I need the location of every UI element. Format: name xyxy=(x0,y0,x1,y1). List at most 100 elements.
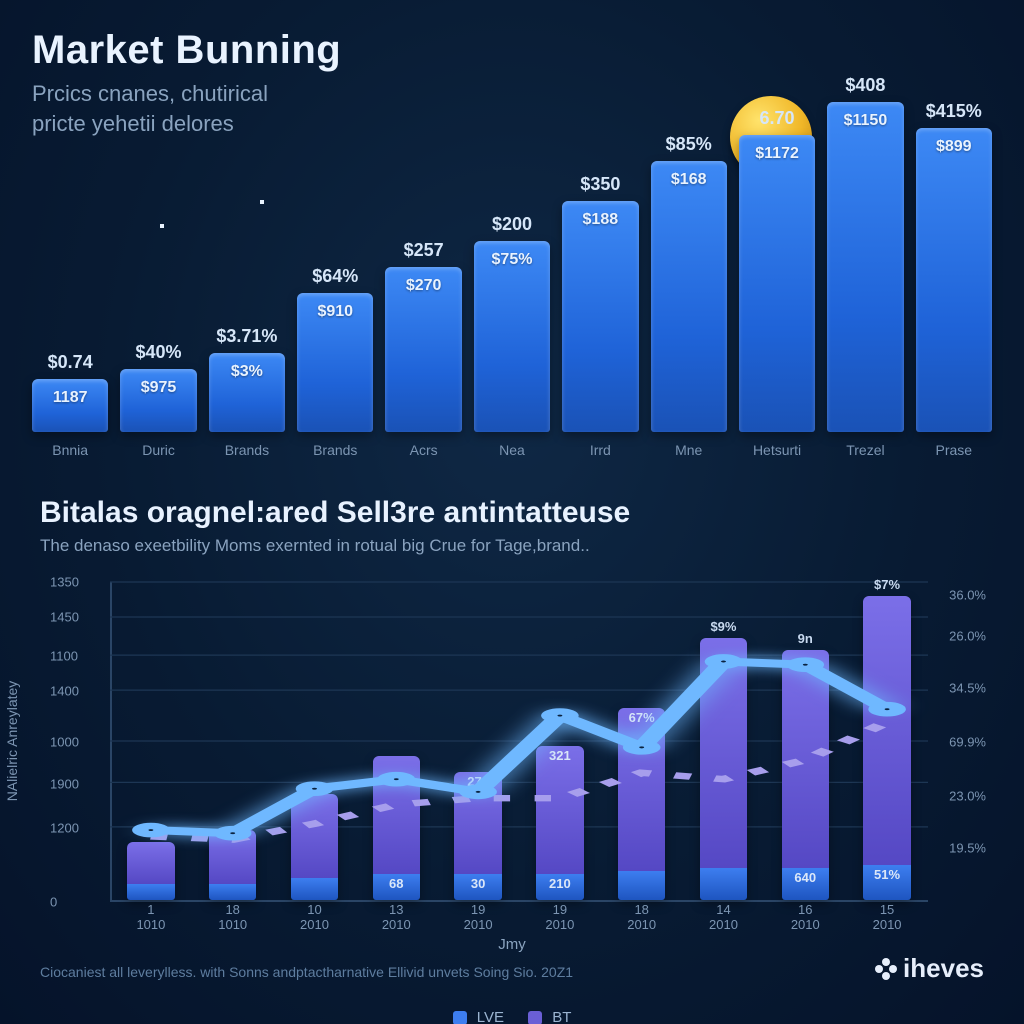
legend-label: LVE xyxy=(477,1009,504,1024)
bar-top-label: $85% xyxy=(666,134,712,155)
bar-inner-label: $975 xyxy=(141,379,177,397)
x-axis-row-1: 1181013191918141615 xyxy=(110,902,928,917)
x-axis-row-2: 1010101020102010201020102010201020102010 xyxy=(110,917,928,932)
line-marker xyxy=(304,785,325,793)
y-right-tick: 69.9% xyxy=(949,735,986,750)
y-left-tick: 0 xyxy=(50,895,57,910)
line-marker xyxy=(876,705,897,713)
bar-inner-label: $3% xyxy=(231,363,263,381)
x-tick-number: 1 xyxy=(110,902,192,917)
bar-x-label: Duric xyxy=(142,442,175,460)
line-marker xyxy=(631,743,652,751)
bar-column: $200$75%Nea xyxy=(474,214,550,460)
bar: $910 xyxy=(297,293,373,432)
bottom-chart-title: Bitalas oragnel:ared Sell3re antintatteu… xyxy=(40,496,984,530)
line-marker xyxy=(713,657,734,665)
bar-inner-label: $910 xyxy=(317,303,353,321)
x-tick-label: 1010 xyxy=(192,917,274,932)
bar-x-label: Mne xyxy=(675,442,702,460)
x-tick-number: 16 xyxy=(764,902,846,917)
bar-column: $415% $899 Prase xyxy=(916,101,992,460)
bar: $75% xyxy=(474,241,550,432)
bar-x-label: Prase xyxy=(935,442,972,460)
bar-inner-label: 1187 xyxy=(53,389,88,407)
x-tick-number: 13 xyxy=(355,902,437,917)
legend-item: LVE xyxy=(453,1009,504,1024)
x-tick-number: 14 xyxy=(683,902,765,917)
x-tick-number: 15 xyxy=(846,902,928,917)
bar-top-label: $64% xyxy=(312,266,358,287)
y-left-tick: 1200 xyxy=(50,821,79,836)
x-tick-label: 2010 xyxy=(601,917,683,932)
bar-x-label: Trezel xyxy=(846,442,884,460)
line-overlay xyxy=(110,582,928,900)
bar-top-label: $40% xyxy=(136,342,182,363)
bar-x-label: Bnnia xyxy=(52,442,88,460)
bar-column: 6.70 $1172 Hetsurti xyxy=(739,108,815,460)
footer-text: Ciocaniest all leverylless. with Sonns a… xyxy=(40,964,573,980)
bar: $168 xyxy=(651,161,727,432)
line-marker xyxy=(795,661,816,669)
x-tick-label: 2010 xyxy=(846,917,928,932)
bar-inner-label: $899 xyxy=(936,138,972,156)
bar-x-label: Irrd xyxy=(590,442,611,460)
line-marker xyxy=(222,829,243,837)
bar-column: $85% $168 Mne xyxy=(651,134,727,460)
line-marker xyxy=(140,826,161,834)
x-tick-number: 19 xyxy=(437,902,519,917)
y-left-tick: 1450 xyxy=(50,610,79,625)
y-right-tick: 26.0% xyxy=(949,629,986,644)
logo-mark-icon xyxy=(875,958,897,980)
bar-x-label: Brands xyxy=(313,442,357,460)
legend-swatch xyxy=(453,1011,467,1024)
x-axis-title: Jmy xyxy=(40,936,984,953)
x-tick-number: 18 xyxy=(192,902,274,917)
x-tick-number: 18 xyxy=(601,902,683,917)
bar-x-label: Nea xyxy=(499,442,525,460)
bar-column: $64% $910 Brands xyxy=(297,266,373,460)
line-marker xyxy=(549,711,570,719)
y-left-tick: 1900 xyxy=(50,776,79,791)
x-tick-label: 2010 xyxy=(274,917,356,932)
brand-logo: iheves xyxy=(875,953,984,984)
line-marker xyxy=(386,775,407,783)
y-left-tick: 1100 xyxy=(50,648,78,663)
top-chart-bars: $0.741187Bnnia$40%$975Duric$3.71%$3%Bran… xyxy=(32,40,992,460)
x-tick-label: 2010 xyxy=(355,917,437,932)
y-left-tick: 1400 xyxy=(50,683,79,698)
bottom-chart: Bitalas oragnel:ared Sell3re antintatteu… xyxy=(0,472,1024,994)
bar: $975 xyxy=(120,369,196,432)
y-right-tick: 23.0% xyxy=(949,789,986,804)
legend-item: BT xyxy=(528,1009,571,1024)
bar-inner-label: $168 xyxy=(671,171,707,189)
legend: LVE BT xyxy=(40,1009,984,1024)
bar-top-label: $408 xyxy=(845,75,885,96)
y-axis-left-title: NAlielric Anreylatey xyxy=(4,681,20,802)
y-right-tick: 19.5% xyxy=(949,840,986,855)
x-tick-label: 2010 xyxy=(683,917,765,932)
x-tick-number: 19 xyxy=(519,902,601,917)
bar-top-label: $415% xyxy=(926,101,982,122)
bar-column: $0.741187Bnnia xyxy=(32,352,108,460)
x-tick-label: 1010 xyxy=(110,917,192,932)
bar: $899 xyxy=(916,128,992,432)
logo-text: iheves xyxy=(903,953,984,984)
bar: $3% xyxy=(209,353,285,432)
bar-column: $408 $1150 Trezel xyxy=(827,75,903,460)
bar: $1172 xyxy=(739,135,815,432)
top-chart: Market Bunning Prcics cnanes, chutirical… xyxy=(0,0,1024,472)
bar-x-label: Acrs xyxy=(410,442,438,460)
bar-top-label: $257 xyxy=(404,240,444,261)
legend-label: BT xyxy=(552,1009,571,1024)
bar: $188 xyxy=(562,201,638,432)
bar-inner-label: $75% xyxy=(492,251,533,269)
y-right-tick: 34.5% xyxy=(949,680,986,695)
y-right-tick: 36.0% xyxy=(949,587,986,602)
bar-top-label: 6.70 xyxy=(760,108,795,129)
bar: 1187 xyxy=(32,379,108,432)
y-left-tick: 1350 xyxy=(50,575,79,590)
bar-column: $40% $975 Duric xyxy=(120,342,196,460)
bar-x-label: Brands xyxy=(225,442,269,460)
bar: $1150 xyxy=(827,102,903,432)
bar-x-label: Hetsurti xyxy=(753,442,801,460)
